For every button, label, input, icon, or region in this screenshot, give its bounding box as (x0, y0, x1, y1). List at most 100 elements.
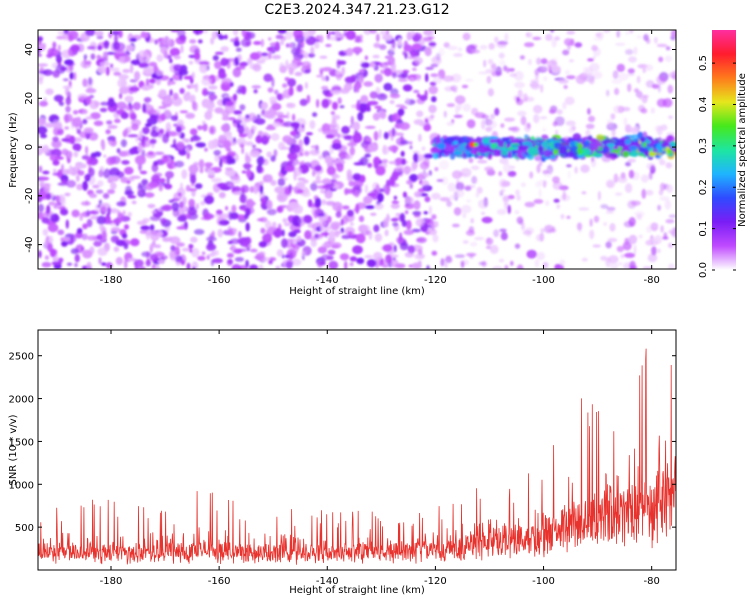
heatmap-cell (38, 250, 42, 259)
colorbar-ticks: 0.0 0.1 0.2 0.3 0.4 0.5 (698, 55, 736, 278)
heatmap-cell (340, 218, 344, 226)
heatmap-cell (412, 210, 422, 216)
heatmap-cell (668, 214, 676, 218)
heatmap-cell (75, 174, 80, 182)
heatmap-cell (409, 145, 413, 150)
heatmap-cell (75, 116, 82, 125)
heatmap-cell (179, 88, 185, 94)
heatmap-cell (77, 228, 83, 234)
heatmap-x-tick-label: -100 (532, 275, 555, 286)
heatmap-cell (464, 185, 472, 191)
heatmap-cell (74, 262, 78, 268)
heatmap-cell (122, 68, 131, 74)
heatmap-cell (506, 143, 511, 148)
heatmap-cell (357, 111, 364, 122)
heatmap-cell (70, 44, 80, 53)
heatmap-cell (320, 189, 325, 194)
heatmap-cell (245, 141, 254, 146)
heatmap-cell (400, 135, 404, 143)
heatmap-cell (129, 175, 141, 179)
heatmap-cell (199, 63, 208, 74)
snr-panel: -180 -160 -140 -120 -100 -80 500 1000 1500 2000 2… (8, 329, 677, 596)
heatmap-x-axis-label: Height of straight line (km) (289, 286, 425, 297)
heatmap-cell (668, 229, 676, 234)
heatmap-cell (149, 215, 161, 221)
heatmap-cell (361, 103, 371, 112)
heatmap-cell (404, 210, 409, 215)
heatmap-cell (605, 210, 614, 214)
heatmap-cell (97, 65, 107, 74)
heatmap-cell (318, 154, 324, 160)
heatmap-cell (266, 208, 277, 216)
heatmap-cell (155, 252, 165, 257)
heatmap-cell (248, 112, 257, 122)
heatmap-cell (211, 31, 217, 40)
heatmap-cell (141, 85, 151, 91)
heatmap-cell (109, 67, 120, 72)
heatmap-cell (603, 222, 607, 226)
heatmap-cell (92, 184, 100, 189)
heatmap-cell (550, 154, 556, 160)
heatmap-cell (57, 229, 65, 236)
heatmap-cell (383, 82, 393, 91)
heatmap-cell (609, 223, 616, 232)
heatmap-cell (542, 64, 552, 71)
heatmap-cell (83, 54, 88, 60)
heatmap-cell (670, 30, 676, 38)
heatmap-cell (61, 241, 68, 247)
heatmap-cell (654, 125, 662, 132)
heatmap-cell (297, 84, 303, 92)
heatmap-cell (241, 30, 246, 37)
heatmap-cell (174, 160, 185, 168)
heatmap-cell (658, 189, 664, 196)
heatmap-cell (54, 156, 64, 160)
heatmap-cell (629, 265, 638, 269)
heatmap-cell (331, 118, 337, 126)
heatmap-cell (225, 100, 234, 107)
heatmap-cell (244, 213, 249, 220)
heatmap-cell (528, 58, 532, 66)
heatmap-cell (218, 72, 227, 79)
heatmap-cell (416, 173, 425, 181)
heatmap-cell (200, 201, 206, 206)
heatmap-cell (130, 112, 137, 121)
heatmap-cell (142, 103, 147, 114)
heatmap-cell (274, 186, 286, 194)
heatmap-cell (395, 213, 402, 216)
heatmap-cell (230, 212, 239, 220)
heatmap-cell (640, 174, 649, 183)
heatmap-cell (226, 253, 234, 258)
heatmap-cell (301, 61, 312, 70)
heatmap-cell (462, 212, 467, 219)
heatmap-cell (396, 163, 404, 173)
heatmap-cell (235, 47, 242, 52)
heatmap-cell (600, 204, 609, 209)
heatmap-cell (658, 56, 664, 63)
heatmap-cell (530, 79, 540, 83)
heatmap-cell (170, 115, 178, 121)
heatmap-cell (69, 135, 76, 145)
heatmap-cell (622, 150, 629, 158)
heatmap-cell (424, 46, 432, 57)
heatmap-cell (376, 93, 388, 101)
heatmap-cell (415, 74, 422, 82)
heatmap-cell (151, 210, 157, 214)
heatmap-cell (225, 167, 233, 171)
heatmap-cell (102, 230, 107, 241)
heatmap-cell (356, 257, 365, 265)
heatmap-cell (58, 257, 64, 263)
heatmap-cell (183, 92, 191, 102)
heatmap-cell (128, 104, 133, 111)
heatmap-cell (79, 131, 88, 139)
heatmap-cell (202, 123, 208, 132)
heatmap-cell (642, 68, 646, 74)
heatmap-cell (224, 168, 236, 177)
heatmap-cell (382, 34, 393, 41)
heatmap-cell (453, 151, 462, 156)
heatmap-cell (581, 191, 587, 195)
heatmap-cell (61, 138, 72, 142)
heatmap-cell (365, 205, 375, 210)
heatmap-cell (559, 259, 566, 266)
heatmap-cell (275, 34, 284, 40)
heatmap-cell (271, 54, 281, 60)
